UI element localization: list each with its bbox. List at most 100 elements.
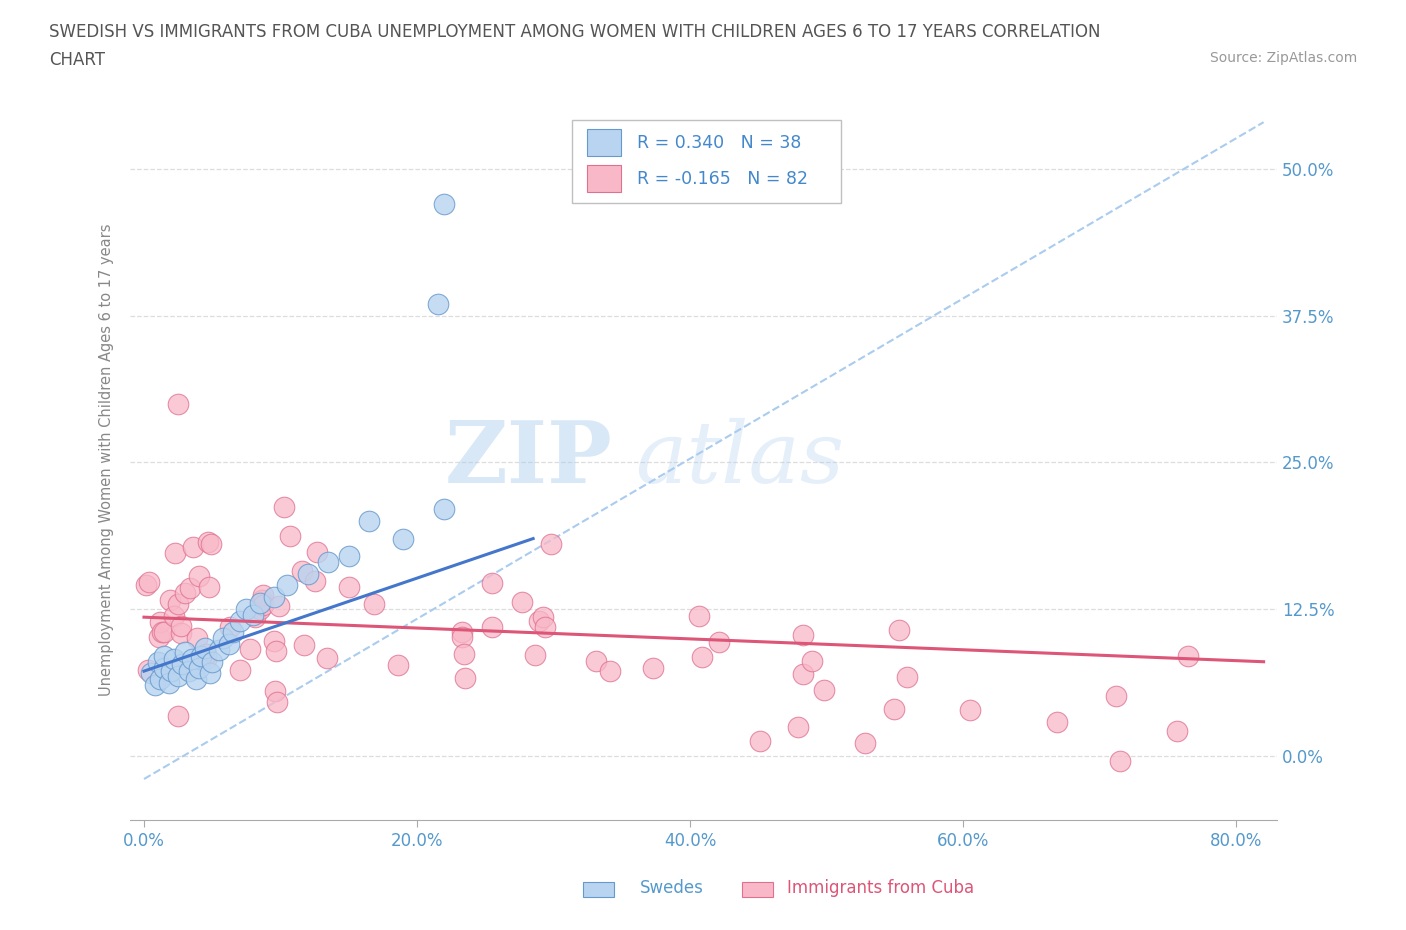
Point <box>276 578 298 593</box>
Point <box>184 671 207 686</box>
Point <box>252 588 274 603</box>
Point <box>153 648 176 663</box>
Point <box>534 619 557 634</box>
Point <box>1177 649 1199 664</box>
Point <box>163 546 186 561</box>
Point <box>889 623 911 638</box>
Point <box>291 564 314 578</box>
Point <box>787 720 810 735</box>
Text: Swedes: Swedes <box>640 879 703 897</box>
Point <box>239 642 262 657</box>
Point <box>599 664 621 679</box>
Point <box>297 566 319 581</box>
Point <box>263 633 285 648</box>
Point <box>135 578 157 592</box>
Point <box>481 619 503 634</box>
Point <box>855 736 877 751</box>
Point <box>218 637 240 652</box>
Point <box>690 649 713 664</box>
Point <box>201 655 224 670</box>
Point <box>149 671 172 686</box>
Point <box>292 637 315 652</box>
Point <box>896 670 918 684</box>
Point <box>152 624 174 639</box>
Text: CHART: CHART <box>49 51 105 69</box>
Point <box>453 646 475 661</box>
Point <box>170 618 193 633</box>
Point <box>883 701 905 716</box>
Point <box>813 683 835 698</box>
Point <box>304 574 326 589</box>
Point <box>163 652 186 667</box>
Point <box>153 660 176 675</box>
Point <box>801 654 824 669</box>
Point <box>197 535 219 550</box>
Point <box>249 602 271 617</box>
Point <box>219 619 242 634</box>
Point <box>273 499 295 514</box>
Point <box>148 630 170 644</box>
Point <box>172 657 194 671</box>
Point <box>243 609 266 624</box>
Point <box>524 647 547 662</box>
Point <box>264 644 287 658</box>
Point <box>183 539 205 554</box>
Point <box>177 664 200 679</box>
Point <box>249 595 271 610</box>
Point <box>228 613 250 628</box>
Point <box>959 702 981 717</box>
Point <box>159 592 181 607</box>
Point <box>1046 714 1069 729</box>
Point <box>1166 724 1188 738</box>
Point <box>186 631 208 645</box>
Point <box>264 684 287 698</box>
Point <box>179 580 201 595</box>
Point <box>212 631 235 645</box>
Point <box>387 658 409 672</box>
Point <box>198 666 221 681</box>
Point <box>163 608 186 623</box>
Point <box>307 545 329 560</box>
Point <box>146 655 169 670</box>
Point <box>527 614 550 629</box>
Point <box>269 599 291 614</box>
Point <box>318 554 340 569</box>
Point <box>229 662 252 677</box>
Point <box>792 667 814 682</box>
Point <box>143 678 166 693</box>
Point <box>174 644 197 659</box>
Point <box>451 630 474 644</box>
Point <box>426 297 449 312</box>
Point <box>280 528 302 543</box>
Y-axis label: Unemployment Among Women with Children Ages 6 to 17 years: Unemployment Among Women with Children A… <box>100 223 114 696</box>
Point <box>433 502 456 517</box>
Text: Immigrants from Cuba: Immigrants from Cuba <box>787 879 974 897</box>
Text: ZIP: ZIP <box>444 418 612 501</box>
Text: SWEDISH VS IMMIGRANTS FROM CUBA UNEMPLOYMENT AMONG WOMEN WITH CHILDREN AGES 6 TO: SWEDISH VS IMMIGRANTS FROM CUBA UNEMPLOY… <box>49 23 1101 41</box>
Point <box>242 607 264 622</box>
Point <box>266 695 288 710</box>
Point <box>138 575 160 590</box>
Point <box>1105 688 1128 703</box>
Point <box>157 675 180 690</box>
Point <box>252 597 274 612</box>
Point <box>160 664 183 679</box>
Point <box>190 648 212 663</box>
Point <box>167 709 190 724</box>
Point <box>363 596 385 611</box>
Text: Source: ZipAtlas.com: Source: ZipAtlas.com <box>1209 51 1357 65</box>
Bar <box>586 129 621 156</box>
Point <box>170 626 193 641</box>
Point <box>167 669 190 684</box>
Point <box>1109 754 1132 769</box>
Point <box>688 608 710 623</box>
Point <box>235 602 257 617</box>
Point <box>167 396 190 411</box>
Point <box>187 568 209 583</box>
Point <box>315 650 337 665</box>
Text: R = -0.165   N = 82: R = -0.165 N = 82 <box>637 170 808 188</box>
Point <box>194 640 217 655</box>
Point <box>150 624 173 639</box>
Point <box>641 660 664 675</box>
Point <box>139 666 162 681</box>
